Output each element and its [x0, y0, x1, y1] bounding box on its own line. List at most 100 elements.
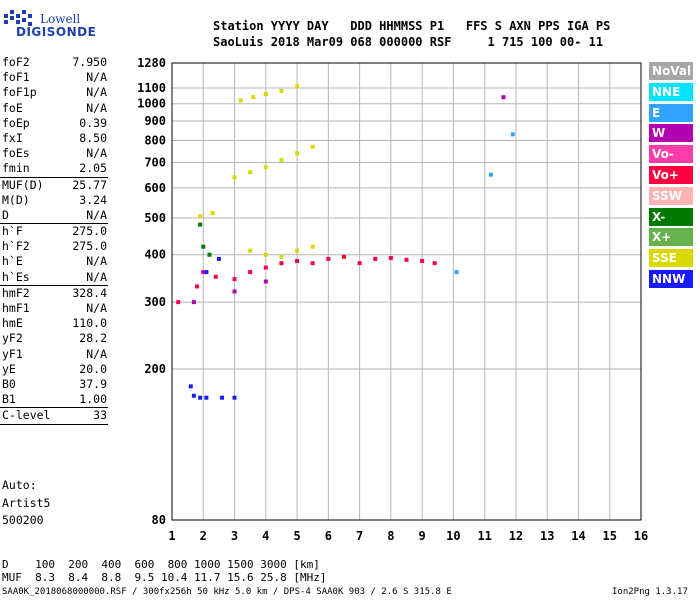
- param-row: h`Es N/A: [0, 270, 110, 285]
- y-tick-label: 200: [144, 362, 166, 376]
- legend-item: X+: [649, 228, 693, 247]
- data-point: [488, 172, 493, 177]
- data-point: [510, 132, 515, 137]
- data-point: [213, 274, 218, 279]
- param-value: N/A: [86, 301, 107, 315]
- legend-item: X-: [649, 207, 693, 226]
- param-row: h`F2 275.0: [0, 239, 110, 254]
- param-name: yE: [2, 361, 16, 376]
- digisonde-logo: [4, 10, 32, 26]
- data-point: [198, 395, 203, 400]
- data-point: [238, 98, 243, 103]
- auto-artist: Artist5: [2, 496, 51, 510]
- footer-version: Ion2Png 1.3.17: [612, 587, 688, 597]
- param-value: 110.0: [72, 316, 107, 331]
- param-value: 2.05: [79, 161, 107, 176]
- x-tick-label: 14: [571, 529, 585, 543]
- param-name: fmin: [2, 161, 30, 176]
- y-tick-label: 700: [144, 155, 166, 169]
- legend-item: SSE: [649, 249, 693, 268]
- data-point: [388, 256, 393, 261]
- legend-item: SSW: [649, 186, 693, 205]
- param-row: foF1p N/A: [0, 85, 110, 100]
- param-separator: [0, 407, 108, 409]
- param-row: h`E N/A: [0, 254, 110, 269]
- data-point: [279, 254, 284, 259]
- param-row: B0 37.9: [0, 377, 110, 392]
- param-value: 8.50: [79, 130, 107, 145]
- data-point: [420, 259, 425, 264]
- data-point: [501, 95, 506, 100]
- param-name: B0: [2, 376, 16, 391]
- y-tick-label: 900: [144, 114, 166, 128]
- param-value: 7.950: [72, 55, 107, 69]
- param-row: hmE 110.0: [0, 316, 110, 331]
- y-tick-label: 500: [144, 211, 166, 225]
- data-point: [295, 259, 300, 264]
- param-name: h`F: [2, 224, 23, 239]
- param-name: M(D): [2, 192, 30, 207]
- x-tick-label: 15: [603, 529, 617, 543]
- param-value: N/A: [86, 146, 107, 161]
- param-row: yF1 N/A: [0, 347, 110, 362]
- y-tick-label: 1100: [137, 81, 166, 95]
- param-name: foEs: [2, 146, 30, 161]
- param-row: foE N/A: [0, 101, 110, 116]
- param-row: C-level 33: [0, 408, 110, 423]
- data-point: [176, 300, 181, 305]
- data-point: [232, 175, 237, 180]
- legend-item: NNE: [649, 82, 693, 101]
- param-value: N/A: [86, 207, 107, 222]
- param-name: h`Es: [2, 269, 30, 284]
- data-point: [210, 211, 215, 216]
- param-row: hmF2 328.4: [0, 286, 110, 301]
- param-row: foF1 N/A: [0, 70, 110, 85]
- data-point: [295, 151, 300, 156]
- param-value: N/A: [86, 346, 107, 361]
- auto-label: Auto:: [2, 478, 37, 492]
- data-point: [295, 248, 300, 253]
- x-tick-label: 4: [262, 529, 269, 543]
- x-tick-label: 6: [325, 529, 332, 543]
- data-point: [326, 256, 331, 261]
- logo-lowell-text: Lowell: [40, 12, 81, 26]
- data-point: [432, 261, 437, 266]
- x-tick-label: 9: [419, 529, 426, 543]
- param-name: yF2: [2, 331, 23, 346]
- x-tick-label: 1: [168, 529, 175, 543]
- param-row: fxI 8.50: [0, 131, 110, 146]
- param-row: foEp 0.39: [0, 116, 110, 131]
- param-row: fmin 2.05: [0, 161, 110, 176]
- data-point: [263, 265, 268, 270]
- footer-muf-row: MUF 8.3 8.4 8.8 9.5 10.4 11.7 15.6 25.8 …: [2, 571, 327, 584]
- plot-frame: [171, 62, 642, 521]
- param-value: 275.0: [72, 239, 107, 254]
- data-point: [198, 214, 203, 219]
- param-name: hmE: [2, 316, 23, 331]
- legend-item: NNW: [649, 270, 693, 288]
- param-separator: [0, 284, 108, 286]
- data-point: [373, 256, 378, 261]
- param-name: foE: [2, 100, 23, 115]
- data-point: [201, 270, 206, 275]
- param-separator: [0, 176, 108, 178]
- data-point: [357, 261, 362, 266]
- param-row: foEs N/A: [0, 146, 110, 161]
- param-name: foF1p: [2, 85, 37, 100]
- x-tick-label: 8: [387, 529, 394, 543]
- param-row: yE 20.0: [0, 362, 110, 377]
- param-name: hmF1: [2, 301, 30, 315]
- legend-item: W: [649, 124, 693, 143]
- data-point: [263, 279, 268, 284]
- data-point: [191, 300, 196, 305]
- param-value: N/A: [86, 254, 107, 269]
- data-point: [220, 395, 225, 400]
- param-value: 33: [93, 408, 107, 423]
- x-tick-label: 12: [509, 529, 523, 543]
- param-value: 28.2: [79, 331, 107, 346]
- data-point: [191, 393, 196, 398]
- param-value: 0.39: [79, 115, 107, 130]
- station-header-values: SaoLuis 2018 Mar09 068 000000 RSF 1 715 …: [213, 35, 604, 49]
- data-point: [198, 222, 203, 227]
- param-row: M(D) 3.24: [0, 193, 110, 208]
